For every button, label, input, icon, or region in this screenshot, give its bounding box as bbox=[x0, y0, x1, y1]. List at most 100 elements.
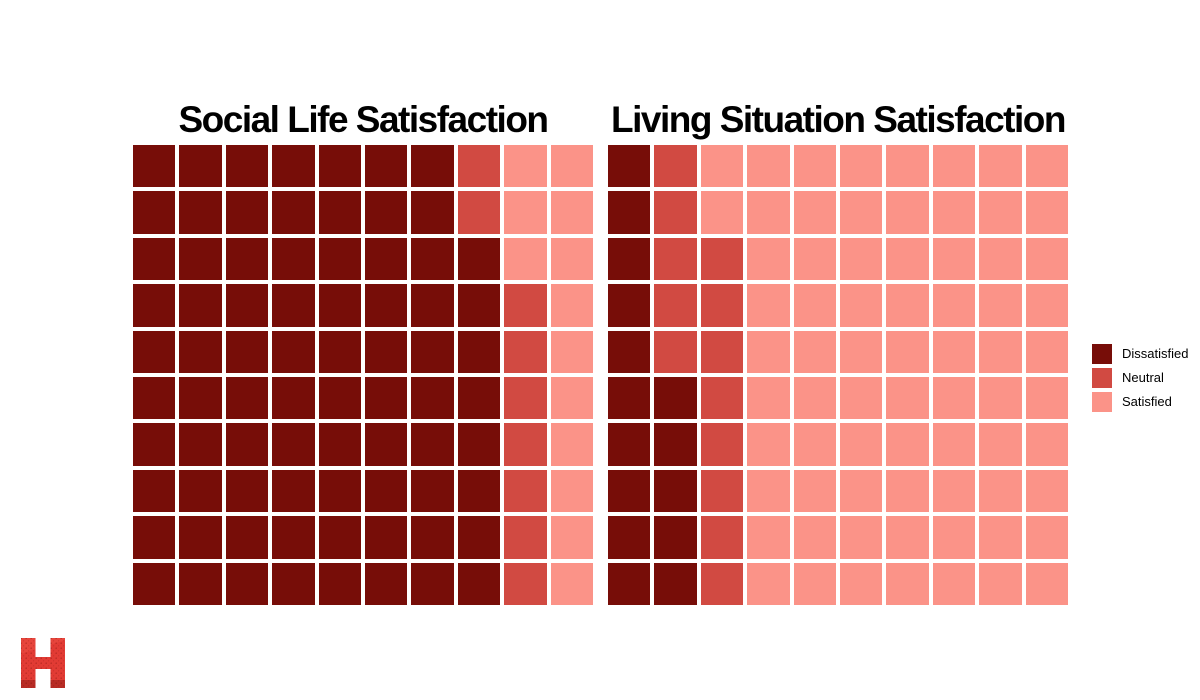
waffle-cell-satisfied bbox=[932, 145, 976, 188]
waffle-cell-satisfied bbox=[840, 191, 883, 234]
waffle-cell-dissatisfied bbox=[179, 377, 222, 420]
waffle-cell-satisfied bbox=[840, 516, 883, 559]
waffle-cell-dissatisfied bbox=[272, 237, 315, 281]
waffle-cell-dissatisfied bbox=[318, 377, 361, 420]
waffle-cell-satisfied bbox=[932, 377, 976, 420]
waffle-cell-satisfied bbox=[793, 145, 836, 188]
waffle-cell-dissatisfied bbox=[411, 469, 454, 513]
waffle-cell-dissatisfied bbox=[457, 562, 501, 605]
waffle-cell-satisfied bbox=[886, 377, 929, 420]
waffle-cell-satisfied bbox=[932, 284, 976, 327]
waffle-cell-dissatisfied bbox=[225, 377, 269, 420]
waffle-cell-dissatisfied bbox=[133, 377, 176, 420]
waffle-cell-dissatisfied bbox=[225, 191, 269, 234]
waffle-cell-satisfied bbox=[979, 330, 1022, 373]
waffle-cell-satisfied bbox=[840, 284, 883, 327]
waffle-cell-dissatisfied bbox=[272, 377, 315, 420]
waffle-cell-dissatisfied bbox=[179, 191, 222, 234]
waffle-cell-dissatisfied bbox=[318, 516, 361, 559]
waffle-cell-dissatisfied bbox=[365, 237, 408, 281]
chart-title-social-life: Social Life Satisfaction bbox=[178, 99, 549, 140]
waffle-cell-dissatisfied bbox=[272, 145, 315, 188]
waffle-cell-satisfied bbox=[793, 330, 836, 373]
waffle-cell-dissatisfied bbox=[133, 145, 176, 188]
waffle-cell-satisfied bbox=[793, 284, 836, 327]
waffle-cell-dissatisfied bbox=[225, 423, 269, 466]
waffle-cell-dissatisfied bbox=[272, 284, 315, 327]
waffle-cell-dissatisfied bbox=[318, 330, 361, 373]
waffle-cell-dissatisfied bbox=[608, 469, 651, 513]
waffle-cell-dissatisfied bbox=[179, 516, 222, 559]
waffle-cell-satisfied bbox=[504, 145, 547, 188]
waffle-cell-satisfied bbox=[840, 562, 883, 605]
waffle-cell-dissatisfied bbox=[318, 469, 361, 513]
waffle-cell-satisfied bbox=[793, 516, 836, 559]
waffle-cell-satisfied bbox=[747, 237, 790, 281]
waffle-cell-satisfied bbox=[550, 330, 593, 373]
waffle-cell-satisfied bbox=[747, 377, 790, 420]
waffle-cell-dissatisfied bbox=[411, 377, 454, 420]
legend-label: Satisfied bbox=[1122, 394, 1172, 409]
waffle-cell-satisfied bbox=[979, 423, 1022, 466]
waffle-cell-satisfied bbox=[886, 191, 929, 234]
waffle-cell-satisfied bbox=[886, 237, 929, 281]
waffle-cell-dissatisfied bbox=[133, 191, 176, 234]
waffle-grid-living-situation bbox=[608, 145, 1068, 605]
waffle-grid-social-life bbox=[133, 145, 593, 605]
waffle-cell-dissatisfied bbox=[411, 191, 454, 234]
waffle-cell-dissatisfied bbox=[608, 423, 651, 466]
waffle-cell-dissatisfied bbox=[318, 562, 361, 605]
waffle-cell-satisfied bbox=[1025, 377, 1068, 420]
waffle-cell-dissatisfied bbox=[272, 562, 315, 605]
waffle-cell-dissatisfied bbox=[272, 423, 315, 466]
waffle-cell-satisfied bbox=[979, 516, 1022, 559]
waffle-cell-satisfied bbox=[793, 469, 836, 513]
waffle-cell-neutral bbox=[700, 330, 744, 373]
waffle-cell-satisfied bbox=[747, 284, 790, 327]
waffle-cell-neutral bbox=[700, 516, 744, 559]
waffle-cell-satisfied bbox=[932, 330, 976, 373]
waffle-cell-dissatisfied bbox=[457, 516, 501, 559]
waffle-cell-satisfied bbox=[1025, 237, 1068, 281]
waffle-chart-living-situation: Living Situation Satisfaction bbox=[608, 98, 1068, 605]
waffle-cell-dissatisfied bbox=[318, 145, 361, 188]
waffle-cell-neutral bbox=[457, 191, 501, 234]
waffle-cell-neutral bbox=[504, 423, 547, 466]
waffle-cell-satisfied bbox=[747, 516, 790, 559]
waffle-cell-neutral bbox=[504, 469, 547, 513]
waffle-cell-dissatisfied bbox=[654, 516, 697, 559]
waffle-cell-dissatisfied bbox=[411, 330, 454, 373]
legend-swatch-neutral bbox=[1092, 368, 1112, 388]
waffle-cell-satisfied bbox=[979, 377, 1022, 420]
waffle-cell-dissatisfied bbox=[365, 145, 408, 188]
waffle-cell-satisfied bbox=[1025, 469, 1068, 513]
waffle-cell-satisfied bbox=[747, 562, 790, 605]
waffle-cell-neutral bbox=[700, 237, 744, 281]
waffle-cell-satisfied bbox=[793, 423, 836, 466]
waffle-cell-dissatisfied bbox=[225, 284, 269, 327]
waffle-cell-dissatisfied bbox=[225, 237, 269, 281]
waffle-cell-satisfied bbox=[979, 237, 1022, 281]
waffle-cell-satisfied bbox=[793, 562, 836, 605]
waffle-cell-dissatisfied bbox=[457, 284, 501, 327]
waffle-cell-dissatisfied bbox=[457, 237, 501, 281]
waffle-cell-satisfied bbox=[886, 516, 929, 559]
waffle-cell-dissatisfied bbox=[133, 330, 176, 373]
waffle-cell-satisfied bbox=[840, 330, 883, 373]
waffle-cell-dissatisfied bbox=[365, 191, 408, 234]
waffle-cell-satisfied bbox=[747, 330, 790, 373]
waffle-cell-satisfied bbox=[550, 191, 593, 234]
waffle-cell-satisfied bbox=[747, 145, 790, 188]
waffle-cell-dissatisfied bbox=[365, 284, 408, 327]
waffle-cell-dissatisfied bbox=[654, 562, 697, 605]
waffle-cell-dissatisfied bbox=[457, 377, 501, 420]
waffle-cell-satisfied bbox=[550, 469, 593, 513]
waffle-cell-satisfied bbox=[793, 191, 836, 234]
waffle-cell-satisfied bbox=[840, 145, 883, 188]
waffle-cell-dissatisfied bbox=[318, 191, 361, 234]
waffle-cell-neutral bbox=[654, 145, 697, 188]
waffle-cell-dissatisfied bbox=[608, 377, 651, 420]
waffle-cell-satisfied bbox=[747, 469, 790, 513]
waffle-cell-dissatisfied bbox=[457, 423, 501, 466]
waffle-cell-satisfied bbox=[550, 284, 593, 327]
